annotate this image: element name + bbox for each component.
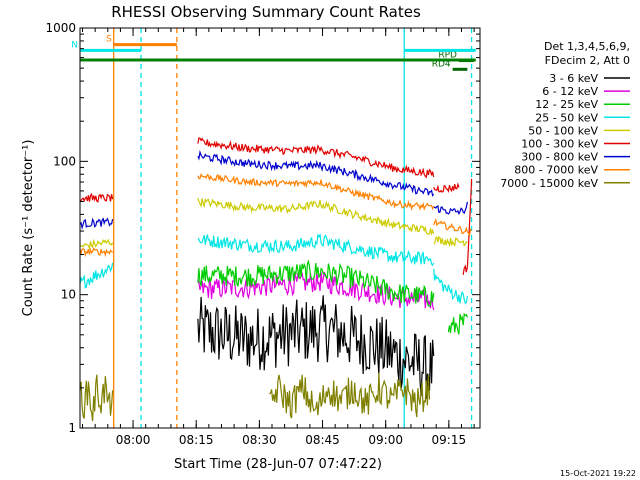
series-50-100-kev-segment-0 [79,238,114,251]
x-tick-label-4: 09:00 [368,433,403,447]
series-300-800-kev-segment-0 [79,217,114,230]
legend-label-50-100-kev: 50 - 100 keV [528,124,598,137]
series-300-800-kev-segment-2 [433,201,468,216]
y-tick-label-1000: 1000 [45,21,76,35]
y-tick-label-100: 100 [53,154,76,168]
series-800-7000-kev-segment-2 [433,217,473,238]
legend-label-25-50-kev: 25 - 50 keV [535,111,598,124]
marker-label-rd4: RD4 [432,59,451,69]
x-tick-label-2: 08:30 [242,433,277,447]
series-12-25-kev-segment-1 [447,312,468,335]
axes: 1 10 100 1000 08:00 08:15 08:30 08:45 09:00 09:15 [45,21,481,447]
series-25-50-kev-segment-0 [79,262,114,289]
series-50-100-kev-segment-1 [197,197,435,236]
series-100-300-kev-segment-1 [197,137,435,179]
legend-label-100-300-kev: 100 - 300 keV [521,138,598,151]
legend-label-6-12-kev: 6 - 12 keV [542,85,598,98]
series-100-300-kev-segment-0 [79,192,114,203]
series-100-300-kev-segment-3 [462,178,473,275]
legend-header-line-0: Det 1,3,4,5,6,9, [544,40,630,53]
legend-header-line-1: FDecim 2, Att 0 [545,54,630,67]
chart-title: RHESSI Observing Summary Count Rates [111,3,421,21]
legend-label-7000-15000-kev: 7000 - 15000 keV [500,177,598,190]
y-tick-label-1: 1 [68,421,76,435]
series-7000-15000-kev-segment-1 [269,372,431,419]
series-50-100-kev-segment-2 [433,235,468,248]
x-tick-label-1: 08:15 [179,433,214,447]
legend-label-300-800-kev: 300 - 800 keV [521,151,598,164]
marker-label-s: S [106,35,112,45]
series-100-300-kev-segment-2 [433,182,460,194]
series-300-800-kev-segment-1 [197,149,435,197]
legend: Det 1,3,4,5,6,9,FDecim 2, Att 0 3 - 6 keV… [500,40,630,190]
series-800-7000-kev-segment-0 [79,247,114,258]
legend-label-12-25-kev: 12 - 25 keV [535,98,598,111]
series-25-50-kev-segment-2 [433,268,468,304]
x-tick-label-3: 08:45 [305,433,340,447]
series-7000-15000-kev-segment-0 [79,374,114,422]
legend-label-800-7000-kev: 800 - 7000 keV [514,164,598,177]
series-800-7000-kev-segment-1 [197,172,435,211]
legend-label-3-6-kev: 3 - 6 keV [549,72,598,85]
date-stamp: 15-Oct-2021 19:22 [560,469,636,478]
marker-label-rpd: RPD [438,51,457,61]
data-series [79,137,473,422]
y-tick-label-10: 10 [61,288,76,302]
series-12-25-kev-segment-0 [197,259,435,307]
plot-frame [79,27,481,429]
series-25-50-kev-segment-1 [197,233,435,267]
marker-label-n: N [71,40,78,50]
y-axis-label: Count Rate (s⁻¹ detector⁻¹) [21,140,36,317]
series-3-6-kev-segment-0 [197,295,435,399]
x-axis-label: Start Time (28-Jun-07 07:47:22) [174,457,382,472]
x-tick-label-0: 08:00 [116,433,151,447]
x-tick-label-5: 09:15 [432,433,467,447]
